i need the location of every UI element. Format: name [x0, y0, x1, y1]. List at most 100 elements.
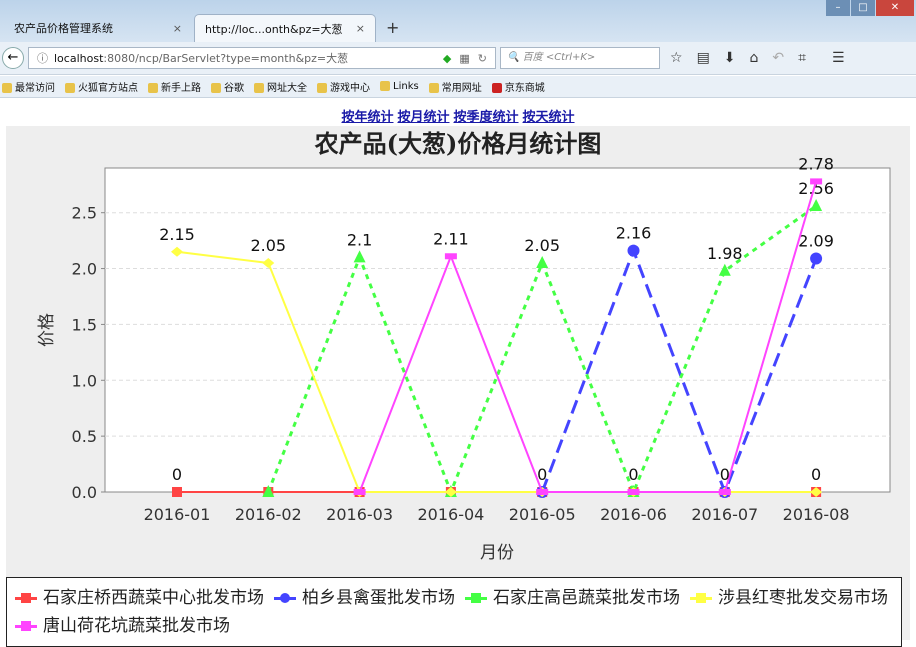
- bookmark-label: 网址大全: [267, 83, 307, 94]
- bookmark-label: 常用网址: [441, 83, 482, 94]
- legend-label: 唐山荷花坑蔬菜批发市场: [43, 616, 230, 636]
- star-icon[interactable]: ☆: [670, 50, 683, 66]
- info-icon: ⓘ: [37, 52, 48, 65]
- bookmark-icon: [65, 83, 75, 93]
- maximize-icon[interactable]: □: [851, 0, 875, 16]
- legend-swatch-icon: [465, 593, 487, 603]
- bookmark-item[interactable]: 谷歌: [211, 79, 244, 94]
- window-close-icon[interactable]: ✕: [876, 0, 914, 16]
- link-year[interactable]: 按年统计: [341, 110, 394, 125]
- data-label: 2.11: [433, 229, 469, 248]
- x-tick-label: 2016-02: [235, 505, 302, 524]
- y-tick-label: 2.5: [72, 204, 97, 223]
- x-tick-label: 2016-01: [144, 505, 211, 524]
- legend-item: 石家庄高邑蔬菜批发市场: [465, 584, 680, 612]
- bookmark-icon: [254, 83, 264, 93]
- data-point: [262, 257, 275, 268]
- data-point: [172, 487, 182, 497]
- stat-links: 按年统计 按月统计 按季度统计 按天统计: [0, 106, 916, 125]
- chart-legend: 石家庄桥西蔬菜中心批发市场 柏乡县禽蛋批发市场 石家庄高邑蔬菜批发市场 涉县红枣批发交…: [6, 577, 902, 647]
- data-point: [810, 198, 823, 211]
- bookmark-item[interactable]: 新手上路: [148, 79, 201, 94]
- data-label: 2.56: [798, 179, 834, 198]
- url-host: localhost: [54, 51, 104, 65]
- bookmark-item[interactable]: Links: [380, 81, 419, 92]
- bookmark-item[interactable]: 最常访问: [2, 79, 55, 94]
- data-label: 2.78: [798, 154, 834, 173]
- legend-swatch-icon: [274, 593, 296, 603]
- series-line: [540, 246, 818, 497]
- data-label: 0: [537, 465, 547, 484]
- reload-icon[interactable]: ↻: [477, 51, 487, 65]
- bookmark-item[interactable]: 常用网址: [428, 79, 482, 94]
- bookmark-icon: [211, 83, 221, 93]
- data-label: 1.98: [707, 244, 743, 263]
- legend-item: 石家庄桥西蔬菜中心批发市场: [15, 584, 264, 612]
- y-tick-label: 0.0: [72, 483, 97, 502]
- crop-icon[interactable]: ⌗: [798, 50, 807, 66]
- bookmark-item[interactable]: 火狐官方站点: [65, 79, 138, 94]
- link-day[interactable]: 按天统计: [522, 110, 575, 125]
- data-point: [627, 244, 640, 257]
- legend-item: 唐山荷花坑蔬菜批发市场: [15, 612, 230, 640]
- x-tick-label: 2016-04: [417, 505, 484, 524]
- new-tab-button[interactable]: +: [386, 18, 400, 37]
- close-icon[interactable]: ×: [355, 22, 365, 35]
- minimize-icon[interactable]: –: [826, 0, 850, 16]
- data-point: [353, 250, 366, 263]
- data-point: [810, 252, 823, 265]
- link-month[interactable]: 按月统计: [397, 110, 450, 125]
- data-label: 2.05: [524, 236, 560, 255]
- navigation-bar: ← ⓘ localhost:8080/ncp/BarServlet?type=mo…: [0, 42, 916, 75]
- bookmark-icon: [317, 83, 327, 93]
- bookmark-icon: [491, 83, 502, 93]
- legend-item: 柏乡县禽蛋批发市场: [274, 584, 455, 612]
- home-icon[interactable]: ⌂: [749, 50, 759, 66]
- legend-label: 石家庄桥西蔬菜中心批发市场: [43, 588, 264, 608]
- data-point: [718, 489, 731, 495]
- chart-title: 农产品(大葱)价格月统计图: [314, 129, 602, 158]
- tab-system[interactable]: 农产品价格管理系统 ×: [4, 14, 192, 42]
- y-tick-label: 1.5: [72, 315, 97, 334]
- legend-label: 石家庄高邑蔬菜批发市场: [493, 588, 680, 608]
- data-label: 2.05: [250, 236, 286, 255]
- search-input[interactable]: 🔍 百度 <Ctrl+K>: [500, 47, 660, 69]
- close-icon[interactable]: ×: [172, 21, 182, 35]
- data-label: 0: [628, 465, 638, 484]
- data-point: [718, 263, 731, 276]
- back-button[interactable]: ←: [2, 47, 24, 69]
- x-tick-label: 2016-07: [691, 505, 758, 524]
- url-bar[interactable]: ⓘ localhost:8080/ncp/BarServlet?type=mont…: [28, 47, 496, 69]
- bookmark-icon: [148, 83, 158, 93]
- browser-titlebar: 农产品价格管理系统 × http://loc...onth&pz=大葱 × + – □…: [0, 0, 916, 42]
- reading-list-icon[interactable]: ▤: [696, 50, 710, 66]
- data-label: 2.09: [798, 231, 834, 250]
- legend-label: 涉县红枣批发交易市场: [718, 588, 888, 608]
- qr-icon[interactable]: ▦: [459, 51, 470, 65]
- menu-icon[interactable]: ☰: [832, 50, 845, 66]
- shield-icon[interactable]: ◆: [442, 51, 452, 65]
- x-tick-label: 2016-03: [326, 505, 393, 524]
- search-placeholder: 百度 <Ctrl+K>: [522, 52, 596, 63]
- bookmark-item[interactable]: 网址大全: [254, 79, 307, 94]
- data-point: [444, 487, 457, 497]
- y-tick-label: 1.0: [72, 371, 97, 390]
- bookmark-item[interactable]: 游戏中心: [317, 79, 370, 94]
- plot-area: [104, 167, 891, 493]
- undo-icon[interactable]: ↶: [772, 50, 785, 66]
- legend-swatch-icon: [690, 593, 712, 603]
- tab-label: http://loc...onth&pz=大葱: [205, 22, 343, 36]
- bookmark-label: 京东商城: [504, 83, 545, 94]
- bookmarks-bar: 最常访问 火狐官方站点 新手上路 谷歌 网址大全 游戏中心 Links 常用网址 京东商城: [0, 76, 916, 98]
- y-axis-label: 价格: [37, 313, 57, 347]
- tab-chart[interactable]: http://loc...onth&pz=大葱 ×: [194, 14, 376, 42]
- data-point: [810, 487, 823, 497]
- data-point: [262, 485, 275, 497]
- bookmark-label: 游戏中心: [330, 83, 370, 94]
- bookmark-item[interactable]: 京东商城: [491, 79, 545, 94]
- download-icon[interactable]: ⬇: [723, 50, 736, 66]
- link-quarter[interactable]: 按季度统计: [453, 110, 519, 125]
- bookmark-icon: [380, 81, 390, 91]
- x-tick-label: 2016-06: [600, 505, 667, 524]
- bookmark-icon: [2, 83, 12, 93]
